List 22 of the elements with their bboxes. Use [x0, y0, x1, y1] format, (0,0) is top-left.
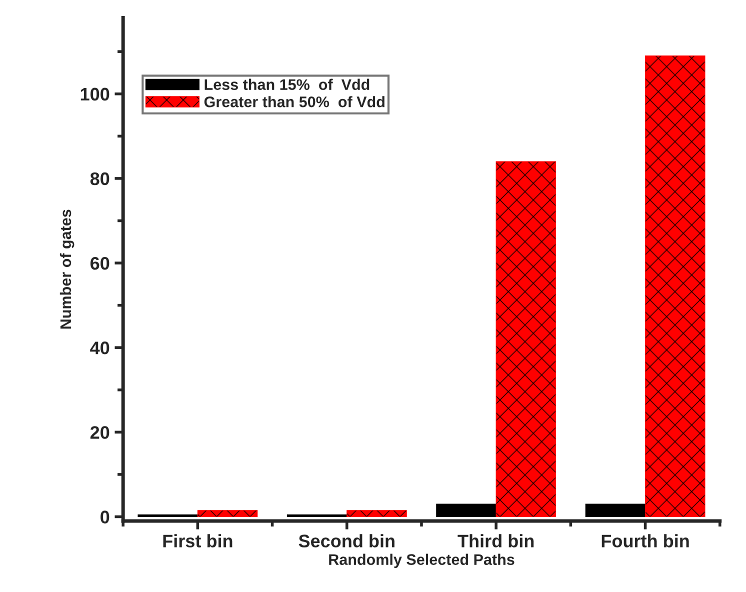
y-tick-label: 40	[90, 342, 110, 354]
legend-label: Greater than 50% of Vdd	[204, 96, 384, 108]
y-tick-label: 80	[90, 172, 110, 186]
x-tick-label: Second bin	[298, 534, 394, 548]
bar	[436, 504, 496, 518]
x-tick-label: Fourth bin	[602, 534, 689, 548]
bar	[645, 56, 706, 518]
bar	[197, 510, 258, 518]
x-tick-label: Third bin	[458, 534, 534, 548]
x-axis-title: Randomly Selected Paths	[329, 554, 514, 568]
legend-label: Less than 15% of Vdd	[204, 78, 370, 90]
y-axis-title: Number of gates	[60, 210, 74, 329]
bar	[585, 504, 646, 518]
y-tick-label: 100	[80, 88, 110, 101]
bar	[138, 514, 198, 518]
bar	[496, 161, 556, 518]
bar	[286, 514, 348, 518]
y-tick-label: 0	[100, 510, 110, 524]
bar	[346, 510, 407, 518]
y-tick-label: 20	[90, 426, 110, 439]
y-tick-label: 60	[90, 256, 110, 270]
x-tick-label: First bin	[163, 534, 232, 548]
